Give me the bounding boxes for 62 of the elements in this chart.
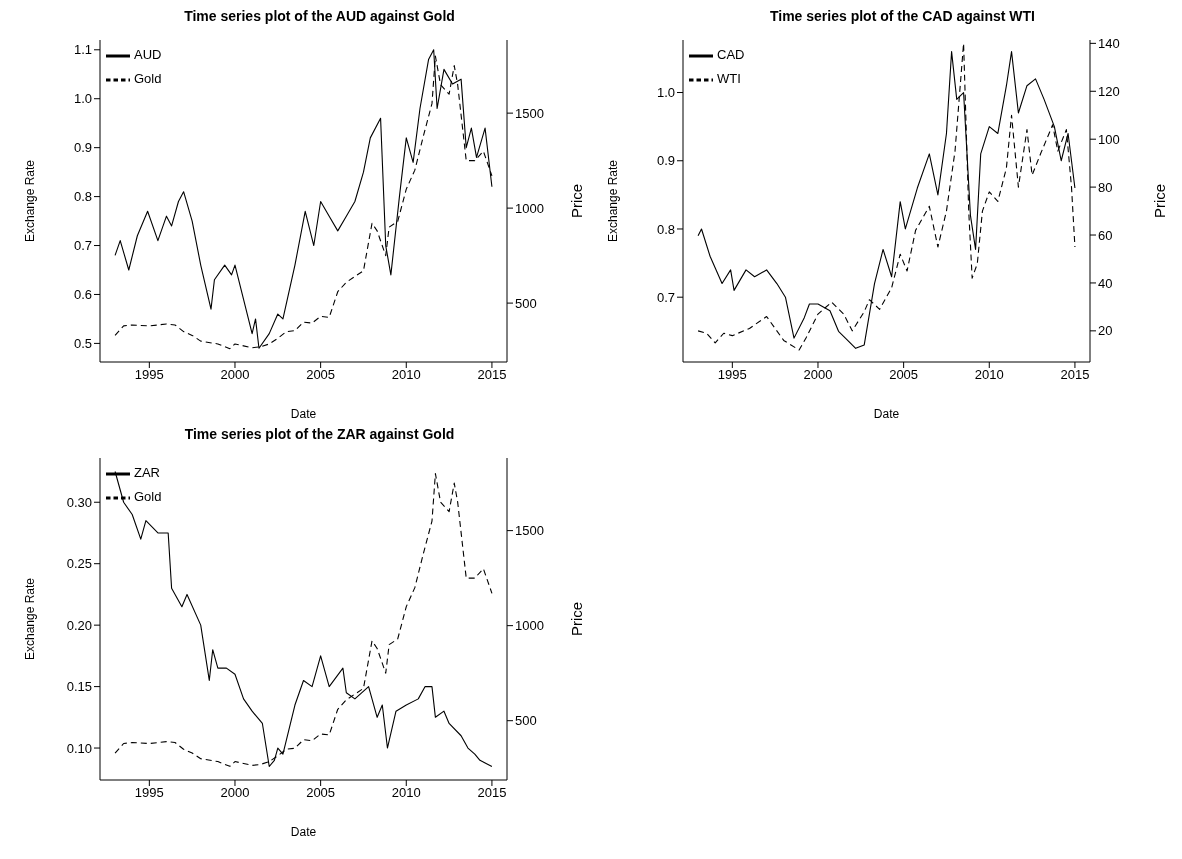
legend-label: AUD — [134, 47, 162, 63]
chart-title: Time series plot of the AUD against Gold — [183, 8, 456, 26]
y2-tick-label: 1000 — [515, 618, 544, 634]
y-tick-label: 0.6 — [73, 287, 92, 303]
y-tick-label: 0.10 — [66, 740, 92, 756]
y-tick-label: 0.25 — [66, 556, 92, 572]
y2-tick-label: 500 — [515, 295, 537, 311]
y-tick-label: 0.7 — [73, 238, 92, 254]
y2-tick-label: 1000 — [515, 200, 544, 216]
y-tick-label: 0.9 — [656, 153, 675, 169]
y2-tick-label: 140 — [1098, 35, 1120, 51]
x-tick-label: 2010 — [974, 367, 1004, 383]
chart-title: Time series plot of the ZAR against Gold — [183, 426, 456, 444]
y2-axis-title: Price — [568, 183, 586, 219]
y-tick-label: 0.20 — [66, 617, 92, 633]
x-tick-label: 2005 — [306, 785, 336, 801]
y2-tick-label: 60 — [1098, 227, 1113, 243]
x-axis-title: Date — [290, 407, 317, 421]
y-axis-title: Exchange Rate — [23, 577, 38, 661]
legend-label: CAD — [717, 47, 745, 63]
x-tick-label: 2005 — [889, 367, 919, 383]
x-tick-label: 2000 — [220, 785, 250, 801]
y-tick-label: 1.0 — [73, 91, 92, 107]
y2-axis-title: Price — [1151, 183, 1169, 219]
y2-tick-label: 1500 — [515, 105, 544, 121]
y2-tick-label: 120 — [1098, 83, 1120, 99]
y2-tick-label: 100 — [1098, 131, 1120, 147]
y2-tick-label: 40 — [1098, 275, 1113, 291]
y-tick-label: 0.5 — [73, 336, 92, 352]
x-tick-label: 2000 — [803, 367, 833, 383]
y2-tick-label: 500 — [515, 713, 537, 729]
y-axis-title: Exchange Rate — [23, 159, 38, 243]
y-tick-label: 0.15 — [66, 679, 92, 695]
chart-title: Time series plot of the CAD against WTI — [769, 8, 1036, 26]
y-tick-label: 0.8 — [656, 221, 675, 237]
legend-label: WTI — [717, 71, 741, 87]
y2-tick-label: 1500 — [515, 523, 544, 539]
x-tick-label: 2015 — [1060, 367, 1090, 383]
legend-label: Gold — [134, 489, 162, 505]
x-tick-label: 1995 — [134, 367, 164, 383]
y-tick-label: 0.9 — [73, 140, 92, 156]
legend-label: Gold — [134, 71, 162, 87]
x-tick-label: 2010 — [391, 785, 421, 801]
y-tick-label: 1.0 — [656, 85, 675, 101]
y2-tick-label: 80 — [1098, 179, 1113, 195]
x-tick-label: 2000 — [220, 367, 250, 383]
y2-axis-title: Price — [568, 601, 586, 637]
x-axis-title: Date — [290, 825, 317, 839]
x-tick-label: 1995 — [134, 785, 164, 801]
legend-label: ZAR — [134, 465, 160, 481]
x-tick-label: 2010 — [391, 367, 421, 383]
y-axis-title: Exchange Rate — [606, 159, 621, 243]
y-tick-label: 0.7 — [656, 289, 675, 305]
x-tick-label: 2015 — [477, 367, 507, 383]
y2-tick-label: 20 — [1098, 323, 1113, 339]
y-tick-label: 1.1 — [73, 42, 92, 58]
x-tick-label: 1995 — [717, 367, 747, 383]
y-tick-label: 0.8 — [73, 189, 92, 205]
y-tick-label: 0.30 — [66, 494, 92, 510]
x-tick-label: 2005 — [306, 367, 336, 383]
x-tick-label: 2015 — [477, 785, 507, 801]
x-axis-title: Date — [873, 407, 900, 421]
